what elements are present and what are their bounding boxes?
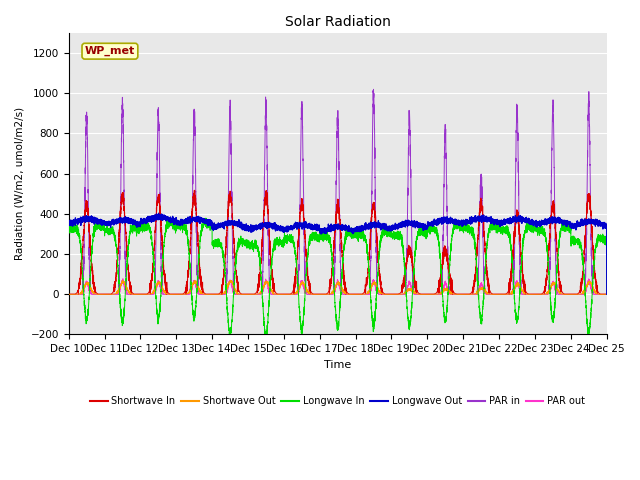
X-axis label: Time: Time [324, 360, 351, 370]
Title: Solar Radiation: Solar Radiation [285, 15, 390, 29]
Text: WP_met: WP_met [84, 46, 135, 56]
Y-axis label: Radiation (W/m2, umol/m2/s): Radiation (W/m2, umol/m2/s) [15, 107, 25, 260]
Legend: Shortwave In, Shortwave Out, Longwave In, Longwave Out, PAR in, PAR out: Shortwave In, Shortwave Out, Longwave In… [86, 392, 589, 410]
